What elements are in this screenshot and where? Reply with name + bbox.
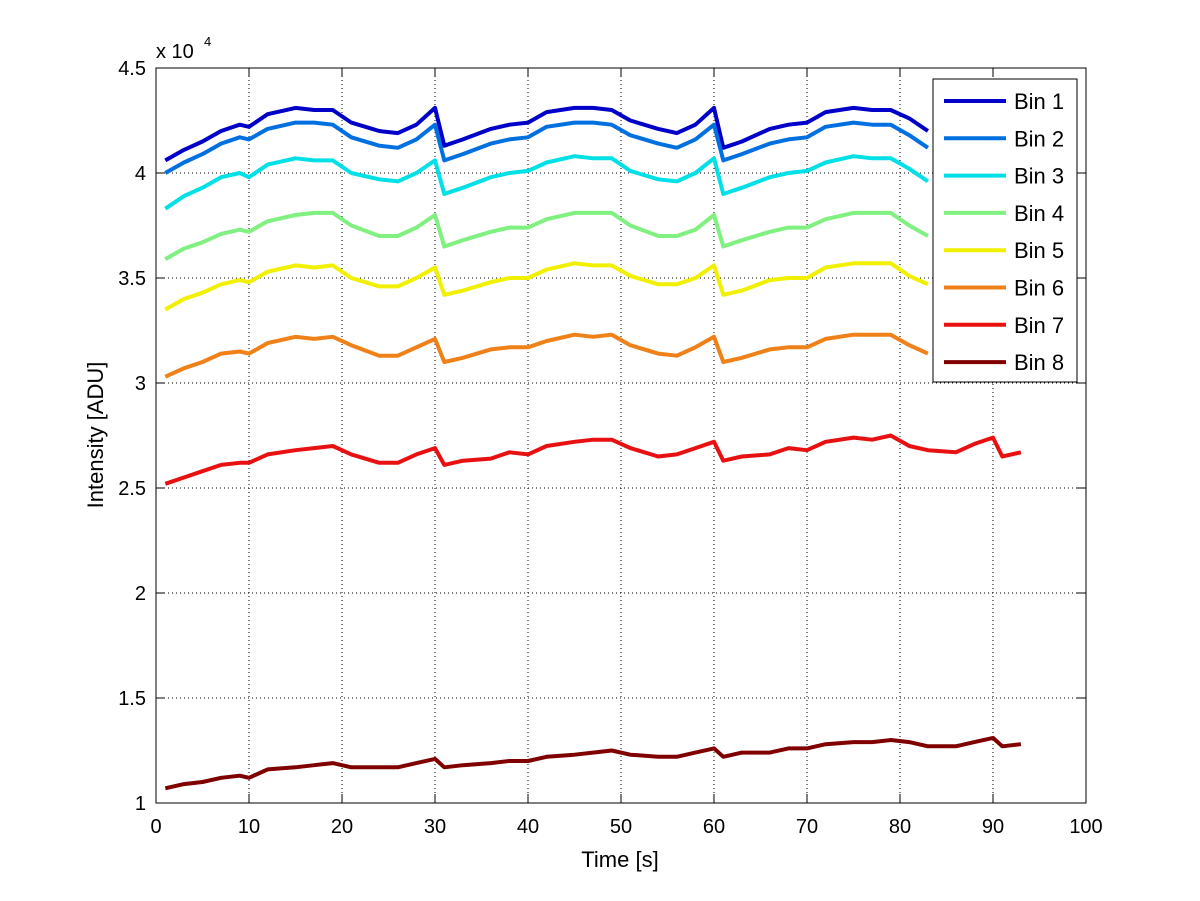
y-tick-label: 1.5	[118, 688, 146, 710]
x-tick-label: 70	[796, 816, 818, 838]
series-line-bin-5	[164, 261, 929, 312]
series-lines	[164, 105, 1022, 791]
axis-tick-labels: 0 10 20 30 40 50 60 70 80 90 100 1 1.5 2 2.5 3 3.5 4 4.5	[118, 58, 1103, 838]
y-exponent-power: 4	[204, 34, 211, 49]
series-line-bin-8	[164, 735, 1022, 791]
series-line-bin-7	[164, 433, 1022, 486]
x-tick-label: 100	[1069, 816, 1102, 838]
series-line-bin-3	[164, 154, 930, 211]
y-axis-label: Intensity [ADU]	[83, 362, 108, 509]
series-line-bin-6	[164, 332, 929, 379]
series-line-bin-1	[164, 105, 930, 163]
legend: Bin 1 Bin 2 Bin 3 Bin 4 Bin 5 Bin 6 Bin 7 Bin 8	[932, 78, 1078, 383]
legend-label-bin-4: Bin 4	[1014, 201, 1064, 226]
legend-label-bin-2: Bin 2	[1014, 126, 1064, 151]
y-exponent-base: x 10	[156, 41, 194, 63]
x-tick-label: 40	[517, 816, 539, 838]
x-axis-label: Time [s]	[581, 847, 658, 872]
grid-lines	[156, 68, 1086, 803]
y-tick-label: 4.5	[118, 58, 146, 80]
x-tick-label: 20	[331, 816, 353, 838]
x-tick-label: 0	[150, 816, 161, 838]
x-tick-label: 30	[424, 816, 446, 838]
axis-ticks	[155, 67, 1087, 804]
x-tick-label: 10	[238, 816, 260, 838]
x-tick-label: 90	[982, 816, 1004, 838]
y-tick-label: 3	[135, 373, 146, 395]
y-tick-label: 4	[135, 163, 146, 185]
series-line-bin-2	[164, 120, 930, 175]
y-tick-label: 3.5	[118, 268, 146, 290]
legend-box	[932, 78, 1078, 383]
x-tick-label: 80	[889, 816, 911, 838]
series-line-bin-4	[164, 210, 929, 261]
legend-label-bin-5: Bin 5	[1014, 238, 1064, 263]
legend-label-bin-1: Bin 1	[1014, 89, 1064, 114]
y-tick-label: 2.5	[118, 478, 146, 500]
legend-label-bin-3: Bin 3	[1014, 164, 1064, 189]
y-tick-label: 1	[135, 793, 146, 815]
legend-label-bin-6: Bin 6	[1014, 276, 1064, 301]
x-tick-label: 60	[703, 816, 725, 838]
legend-label-bin-8: Bin 8	[1014, 350, 1064, 375]
y-tick-label: 2	[135, 583, 146, 605]
legend-label-bin-7: Bin 7	[1014, 313, 1064, 338]
x-tick-label: 50	[610, 816, 632, 838]
